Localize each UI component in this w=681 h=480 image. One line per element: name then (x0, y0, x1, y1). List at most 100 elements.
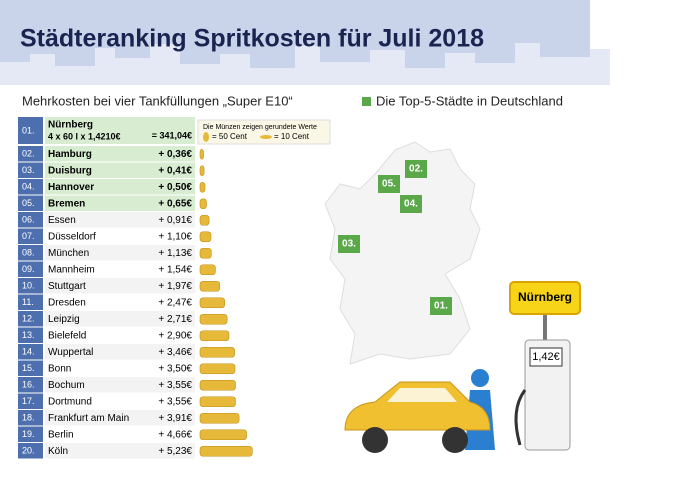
city: Wuppertal (48, 347, 93, 358)
rank: 06. (22, 215, 35, 225)
city: Dortmund (48, 396, 92, 407)
coin-stack (199, 148, 204, 160)
rank: 01. (22, 125, 35, 135)
wheel (362, 427, 388, 453)
rank: 18. (22, 413, 35, 423)
rank: 08. (22, 248, 35, 258)
row-bg (45, 146, 195, 162)
extra-cost: + 2,47€ (158, 297, 192, 308)
rank-box (18, 327, 43, 343)
row-bg (45, 377, 195, 393)
coin-stack (199, 379, 236, 391)
rank: 17. (22, 396, 35, 406)
rank-box (18, 162, 43, 178)
extra-cost: + 0,65€ (158, 198, 192, 209)
rank: 05. (22, 198, 35, 208)
extra-cost: + 1,10€ (158, 231, 192, 242)
extra-cost: + 4,66€ (158, 429, 192, 440)
rank: 03. (22, 165, 35, 175)
coin-stack (199, 264, 216, 276)
pump-price: 1,42€ (532, 351, 560, 363)
town-sign (509, 281, 581, 315)
coin-stack (199, 231, 212, 243)
map-label: 03. (342, 239, 356, 250)
coin-stack (199, 198, 207, 210)
city: Berlin (48, 429, 74, 440)
city: Essen (48, 215, 76, 226)
sign-text: Nürnberg (518, 290, 572, 304)
row-bg (45, 294, 195, 310)
rank-box (18, 344, 43, 360)
car (344, 381, 491, 431)
rank-box (18, 360, 43, 376)
row-bg (45, 443, 195, 459)
city: Dresden (48, 297, 86, 308)
extra-cost: + 3,46€ (158, 347, 192, 358)
map-marker (400, 195, 422, 213)
row-bg (45, 344, 195, 360)
rank: 07. (22, 231, 35, 241)
rank: 15. (22, 363, 35, 373)
formula: 4 x 60 l x 1,4210€ (48, 131, 121, 141)
coin-stack (199, 280, 221, 292)
coin-stack (199, 363, 236, 375)
rank-box (18, 443, 43, 459)
extra-cost: + 3,55€ (158, 380, 192, 391)
city: Bochum (48, 380, 85, 391)
row-bg (45, 393, 195, 409)
rank-box (18, 245, 43, 261)
row-bg (45, 426, 195, 442)
rank-box (18, 377, 43, 393)
legend-swatch (362, 97, 371, 106)
row-bg (45, 410, 195, 426)
city: Nürnberg (48, 120, 93, 131)
coin-stack (199, 247, 212, 259)
price-display (529, 347, 563, 367)
row-bg (45, 162, 195, 178)
row-bg (45, 245, 195, 261)
map-label: 04. (404, 199, 418, 210)
extra-cost: + 0,36€ (158, 149, 192, 160)
city: Hannover (48, 182, 94, 193)
coin-stack (199, 181, 206, 193)
map-marker (338, 235, 360, 253)
city: Köln (48, 446, 68, 457)
rank-box (18, 146, 43, 162)
car-window (387, 388, 457, 402)
coin-stack (199, 445, 253, 457)
coin-stack (199, 313, 228, 325)
extra-cost: + 2,90€ (158, 330, 192, 341)
coin-stack (199, 165, 205, 177)
total: = 341,04€ (152, 130, 192, 140)
row-bg (45, 360, 195, 376)
map-marker (405, 160, 427, 178)
rank: 20. (22, 446, 35, 456)
rank: 16. (22, 380, 35, 390)
map-label: 05. (382, 179, 396, 190)
map-label: 02. (409, 164, 423, 175)
legend-text: Die Top-5-Städte in Deutschland (376, 93, 563, 108)
row-bg (45, 179, 195, 195)
extra-cost: + 0,91€ (158, 215, 192, 226)
rank: 09. (22, 264, 35, 274)
coin-large-icon (203, 132, 209, 142)
coin-stack (199, 214, 210, 226)
note-text: Die Münzen zeigen gerundete Werte (203, 124, 317, 131)
city: Düsseldorf (48, 231, 96, 242)
skyline (0, 43, 610, 85)
extra-cost: + 2,71€ (158, 314, 192, 325)
row-bg (45, 212, 195, 228)
rank-box (18, 278, 43, 294)
subtitle: Mehrkosten bei vier Tankfüllungen „Super… (22, 93, 293, 108)
map-label: 01. (434, 301, 448, 312)
rank: 04. (22, 182, 35, 192)
rank-box (18, 294, 43, 310)
coin-stack (199, 330, 230, 342)
rank-box (18, 195, 43, 211)
extra-cost: + 3,55€ (158, 396, 192, 407)
extra-cost: + 1,54€ (158, 264, 192, 275)
rank-box (18, 117, 43, 144)
rank: 12. (22, 314, 35, 324)
rank-box (18, 410, 43, 426)
row-bg (45, 195, 195, 211)
